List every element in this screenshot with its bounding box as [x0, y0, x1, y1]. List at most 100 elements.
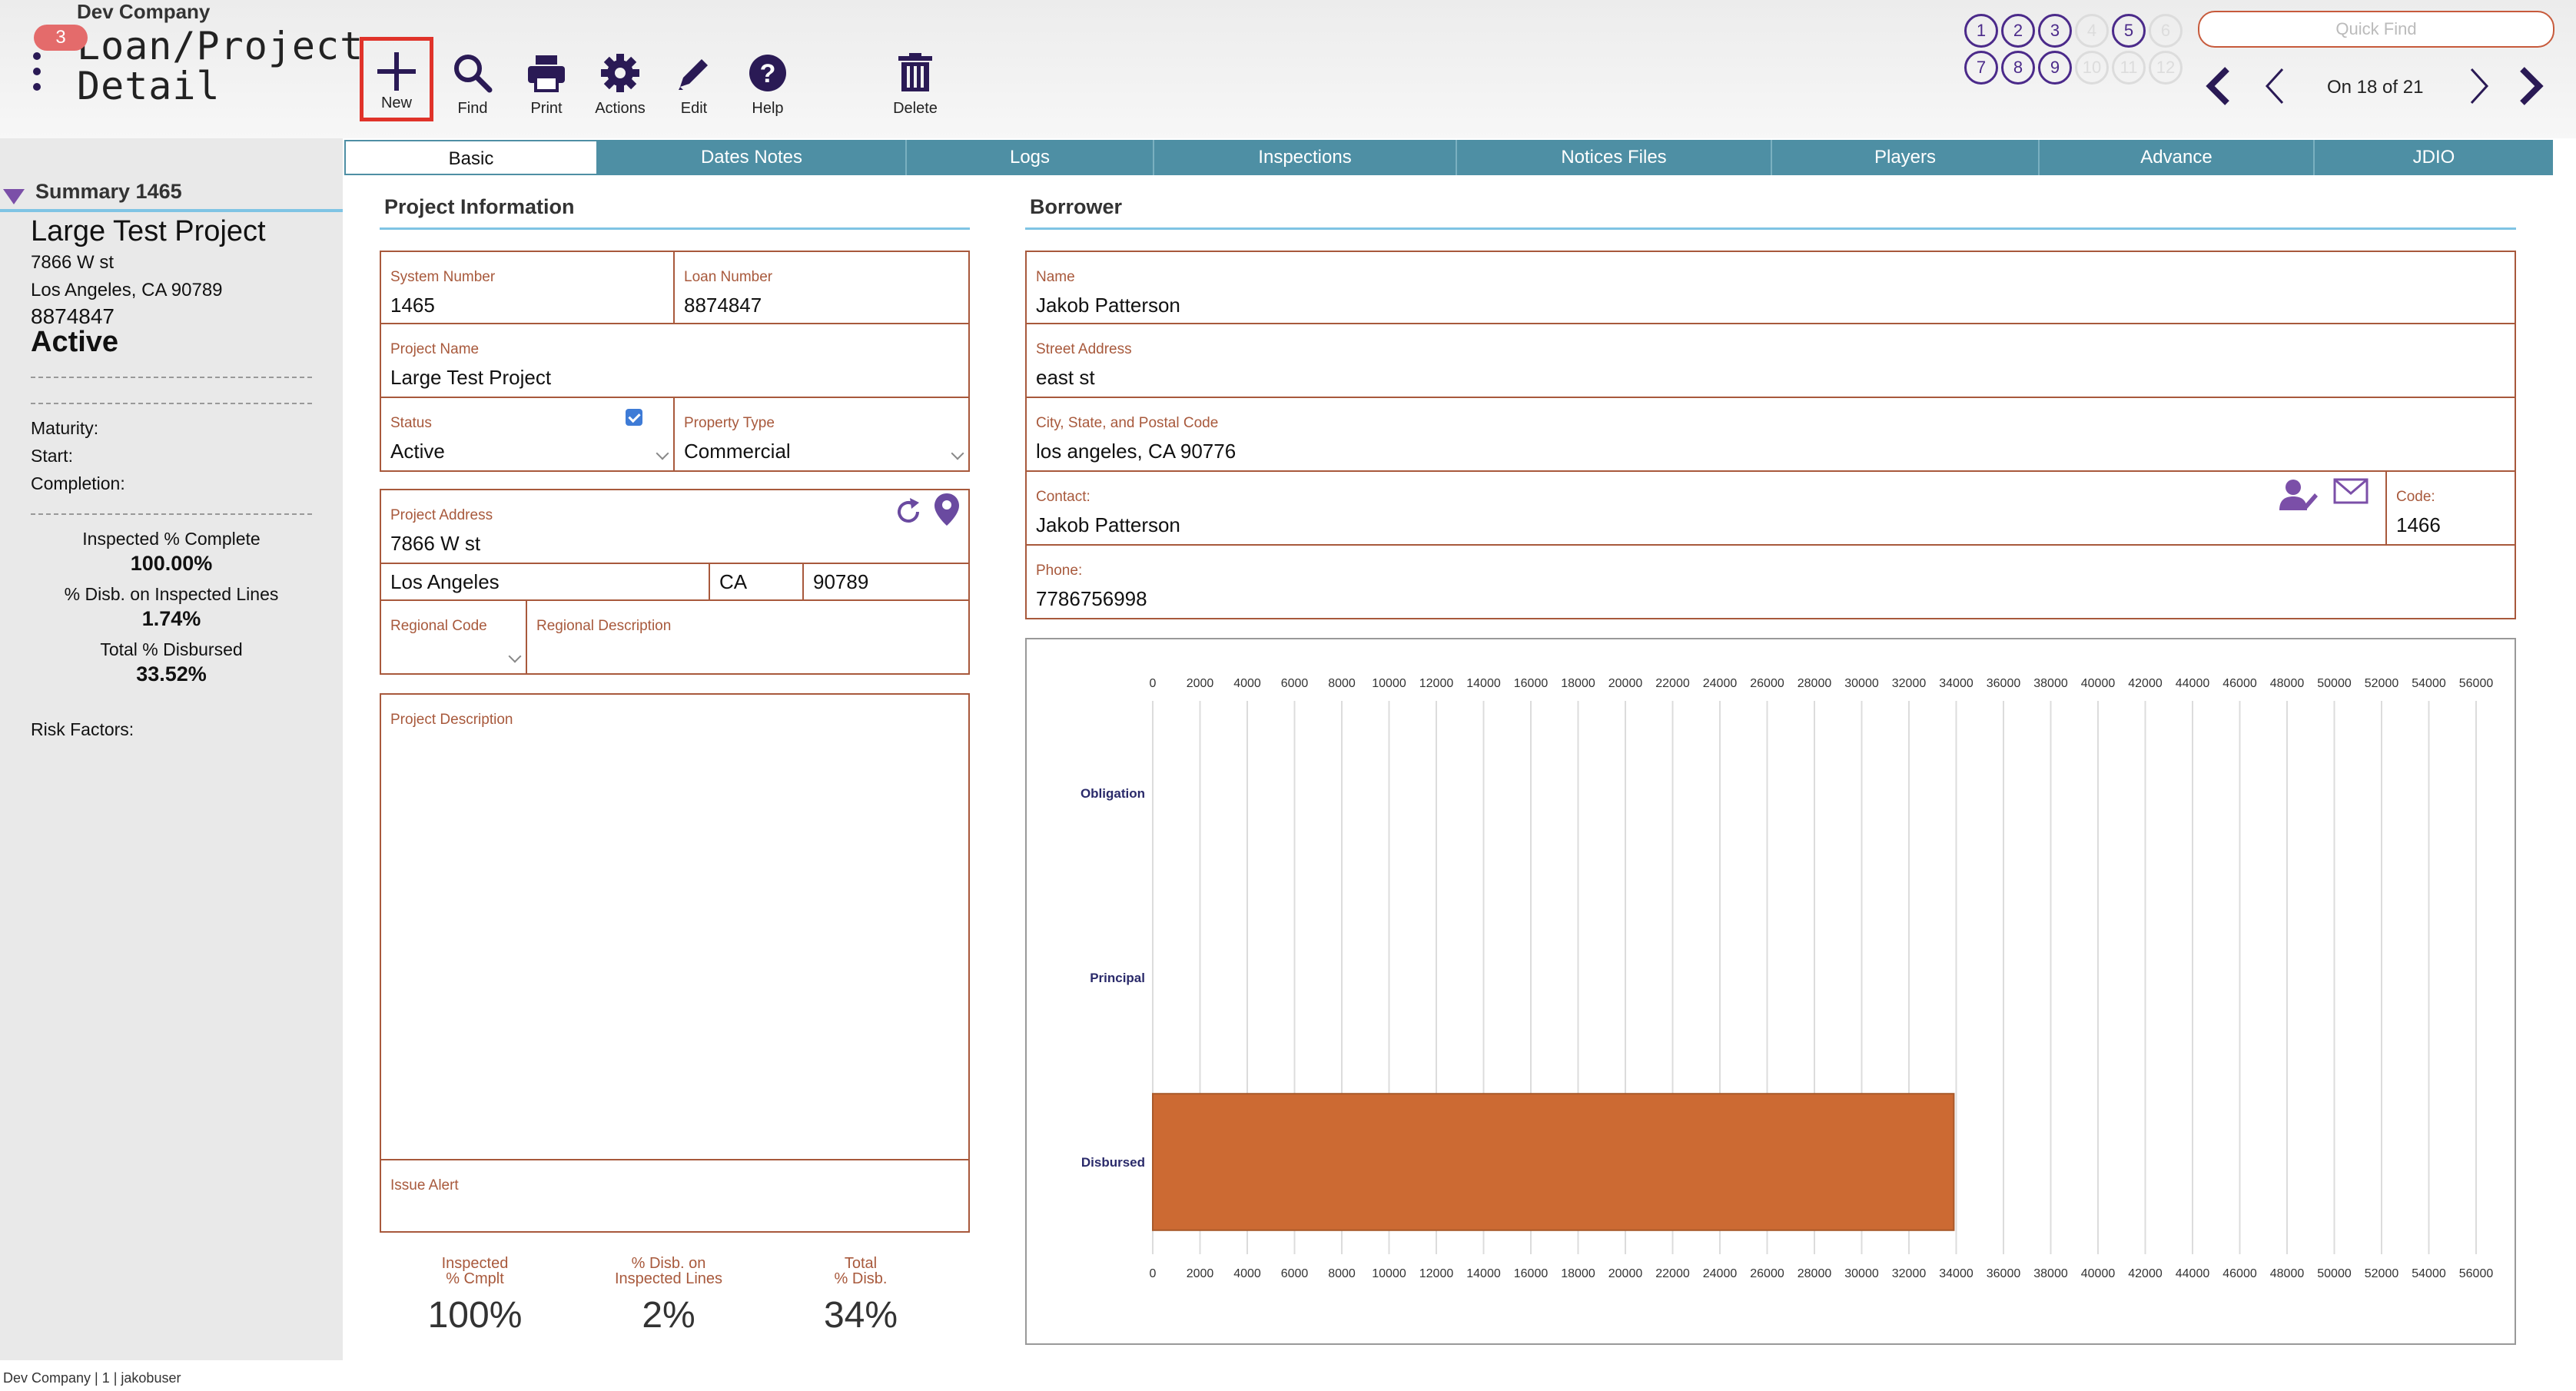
edit-person-icon[interactable] — [2278, 478, 2318, 517]
record-button-5[interactable]: 5 — [2112, 14, 2146, 48]
zip-field[interactable]: 90789 — [802, 563, 970, 601]
x-tick-label-bottom: 40000 — [2081, 1267, 2116, 1280]
project-info-title: Project Information — [384, 195, 575, 218]
delete-button[interactable]: Delete — [881, 46, 950, 118]
summary-loan-number: 8874847 — [31, 304, 115, 328]
notification-badge[interactable]: 3 — [34, 25, 88, 51]
menu-icon[interactable] — [29, 52, 45, 95]
x-tick-label-bottom: 46000 — [2222, 1267, 2257, 1280]
record-button-9[interactable]: 9 — [2038, 51, 2072, 85]
project-name-field[interactable]: Project Name Large Test Project — [380, 323, 970, 398]
x-tick-label-top: 12000 — [1419, 677, 1454, 690]
status-checkbox[interactable] — [626, 409, 642, 426]
x-tick-label-top: 40000 — [2081, 677, 2116, 690]
previous-record-icon[interactable] — [2259, 65, 2290, 111]
tab-inspections[interactable]: Inspections — [1154, 140, 1457, 175]
x-tick-label-top: 30000 — [1844, 677, 1879, 690]
print-button[interactable]: Print — [512, 46, 581, 118]
x-tick-label-bottom: 2000 — [1187, 1267, 1214, 1280]
record-button-11: 11 — [2112, 51, 2146, 85]
record-button-7[interactable]: 7 — [1964, 51, 1998, 85]
loan-number-field[interactable]: Loan Number 8874847 — [673, 251, 970, 324]
x-tick-label-top: 20000 — [1608, 677, 1643, 690]
record-button-1[interactable]: 1 — [1964, 14, 1998, 48]
next-record-icon[interactable] — [2464, 65, 2495, 111]
plus-icon — [363, 48, 430, 95]
collapse-triangle-icon[interactable] — [3, 189, 25, 204]
x-tick-label-top: 36000 — [1987, 677, 2021, 690]
system-number-field[interactable]: System Number 1465 — [380, 251, 675, 324]
trash-icon — [881, 46, 950, 100]
street-address-field[interactable]: Street Address east st — [1025, 323, 2516, 398]
envelope-icon[interactable] — [2333, 478, 2369, 508]
map-pin-icon[interactable] — [933, 492, 961, 531]
contact-field[interactable]: Contact: Jakob Patterson — [1025, 470, 2387, 546]
phone-field[interactable]: Phone: 7786756998 — [1025, 544, 2516, 619]
x-tick-label-bottom: 54000 — [2412, 1267, 2446, 1280]
quick-find-input[interactable]: Quick Find — [2198, 11, 2554, 48]
x-tick-label-top: 14000 — [1466, 677, 1501, 690]
start-label: Start: — [31, 446, 73, 466]
record-position: On 18 of 21 — [2327, 77, 2424, 98]
regional-code-select[interactable]: Regional Code — [380, 599, 527, 675]
x-tick-label-top: 10000 — [1372, 677, 1406, 690]
record-button-3[interactable]: 3 — [2038, 14, 2072, 48]
x-tick-label-top: 34000 — [1939, 677, 1973, 690]
x-tick-label-top: 24000 — [1703, 677, 1738, 690]
project-address-field[interactable]: Project Address 7866 W st — [380, 489, 970, 564]
x-tick-label-top: 4000 — [1233, 677, 1261, 690]
x-tick-label-top: 56000 — [2459, 677, 2494, 690]
record-button-2[interactable]: 2 — [2001, 14, 2035, 48]
state-field[interactable]: CA — [709, 563, 804, 601]
x-tick-label-top: 32000 — [1892, 677, 1927, 690]
summary-address-1: 7866 W st — [31, 252, 115, 273]
summary-header[interactable]: Summary 1465 — [0, 178, 343, 212]
first-record-icon[interactable] — [2203, 65, 2233, 111]
x-tick-label-bottom: 18000 — [1561, 1267, 1595, 1280]
issue-alert-field[interactable]: Issue Alert — [380, 1159, 970, 1233]
city-state-zip-field[interactable]: City, State, and Postal Code los angeles… — [1025, 397, 2516, 472]
project-description-field[interactable]: Project Description — [380, 693, 970, 1160]
x-tick-label-top: 44000 — [2176, 677, 2210, 690]
printer-icon — [512, 46, 581, 100]
x-tick-label-bottom: 12000 — [1419, 1267, 1454, 1280]
new-button[interactable]: New — [360, 37, 433, 121]
x-tick-label-bottom: 14000 — [1466, 1267, 1501, 1280]
tab-dates-notes[interactable]: Dates Notes — [598, 140, 907, 175]
edit-button[interactable]: Edit — [659, 46, 729, 118]
pencil-icon — [659, 46, 729, 100]
company-name: Dev Company — [77, 0, 211, 23]
x-tick-label-bottom: 20000 — [1608, 1267, 1643, 1280]
tab-basic[interactable]: Basic — [344, 140, 598, 175]
summary-status: Active — [31, 326, 119, 358]
actions-button[interactable]: Actions — [586, 46, 655, 118]
tab-players[interactable]: Players — [1772, 140, 2040, 175]
regional-description-field[interactable]: Regional Description — [526, 599, 970, 675]
maturity-label: Maturity: — [31, 418, 99, 438]
tab-jdio[interactable]: JDIO — [2412, 147, 2455, 168]
refresh-icon[interactable] — [893, 496, 924, 531]
tab-advance[interactable]: Advance — [2040, 140, 2315, 175]
record-button-8[interactable]: 8 — [2001, 51, 2035, 85]
x-tick-label-top: 28000 — [1798, 677, 1832, 690]
x-tick-label-bottom: 10000 — [1372, 1267, 1406, 1280]
borrower-name-field[interactable]: Name Jakob Patterson — [1025, 251, 2516, 324]
last-record-icon[interactable] — [2516, 65, 2547, 111]
x-tick-label-top: 54000 — [2412, 677, 2446, 690]
help-button[interactable]: ? Help — [733, 46, 802, 118]
find-button[interactable]: Find — [438, 46, 507, 118]
chevron-down-icon — [508, 649, 522, 663]
x-tick-label-top: 0 — [1150, 677, 1157, 690]
status-select[interactable]: Status Active — [380, 397, 675, 472]
gear-icon — [586, 46, 655, 100]
tab-notices-files[interactable]: Notices Files — [1457, 140, 1772, 175]
property-type-select[interactable]: Property Type Commercial — [673, 397, 970, 472]
x-tick-label-bottom: 30000 — [1844, 1267, 1879, 1280]
code-field[interactable]: Code: 1466 — [2385, 470, 2516, 546]
tab-logs[interactable]: Logs — [907, 140, 1154, 175]
toolbar-header: Dev Company Loan/Project Detail 3 New Fi… — [0, 0, 2576, 138]
borrower-title: Borrower — [1030, 195, 1123, 218]
city-field[interactable]: Los Angeles — [380, 563, 710, 601]
chevron-down-icon — [656, 447, 669, 460]
divider — [31, 513, 312, 515]
